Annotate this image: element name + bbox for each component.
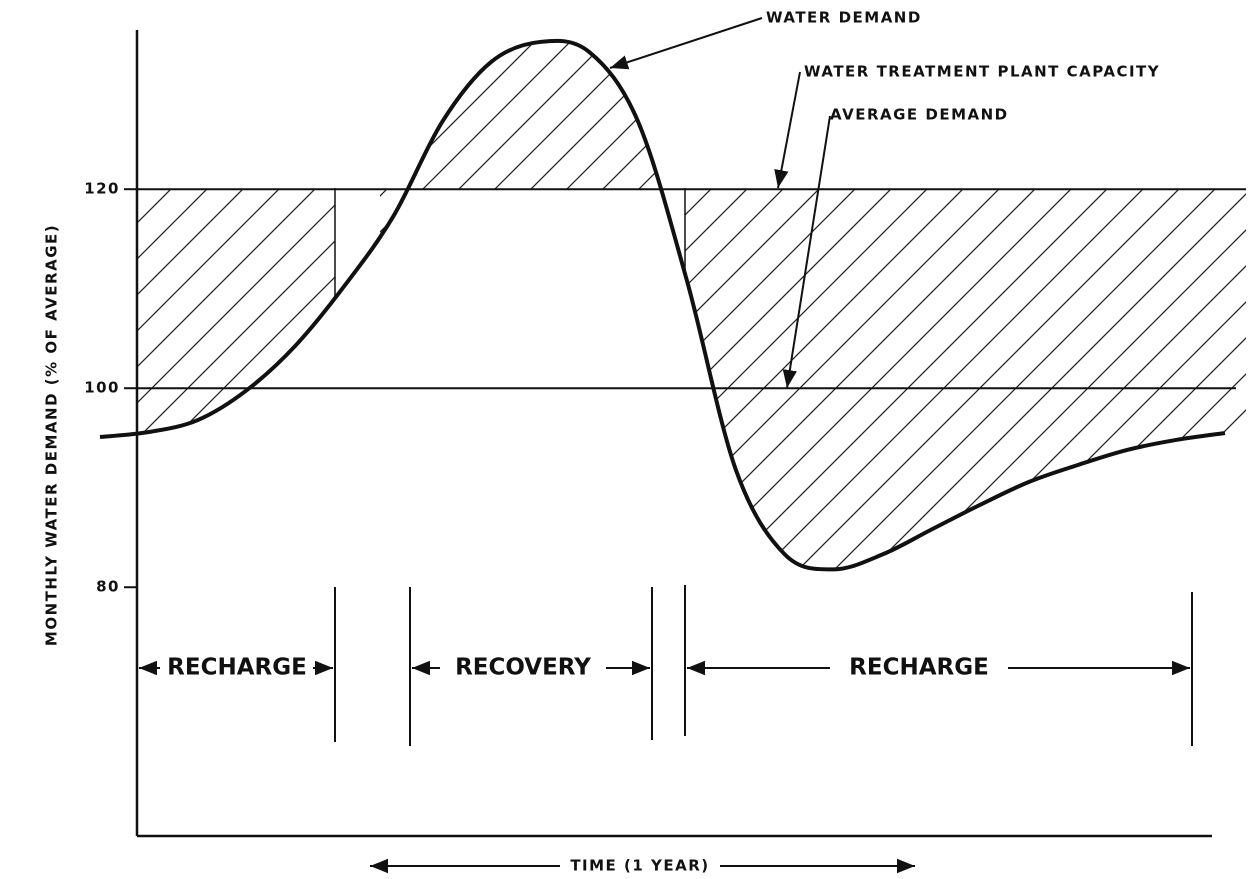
y-tick-label: 80 bbox=[96, 578, 120, 596]
y-tick-label: 100 bbox=[84, 379, 120, 397]
phase-markers bbox=[139, 17, 1193, 874]
y-axis-label: MONTHLY WATER DEMAND (% OF AVERAGE) bbox=[43, 224, 61, 646]
phase-label: RECHARGE bbox=[167, 655, 307, 681]
annotation: AVERAGE DEMAND bbox=[830, 106, 1009, 124]
x-axis-label: TIME (1 YEAR) bbox=[570, 857, 709, 875]
y-tick-label: 120 bbox=[84, 180, 120, 198]
annotation: WATER DEMAND bbox=[766, 9, 922, 27]
hatch-fill bbox=[137, 40, 1246, 570]
phase-label: RECHARGE bbox=[849, 655, 989, 681]
demand-line bbox=[99, 38, 1226, 572]
phase-label: RECOVERY bbox=[455, 655, 591, 681]
hatched-area bbox=[137, 40, 1246, 570]
annotation: WATER TREATMENT PLANT CAPACITY bbox=[804, 63, 1160, 81]
